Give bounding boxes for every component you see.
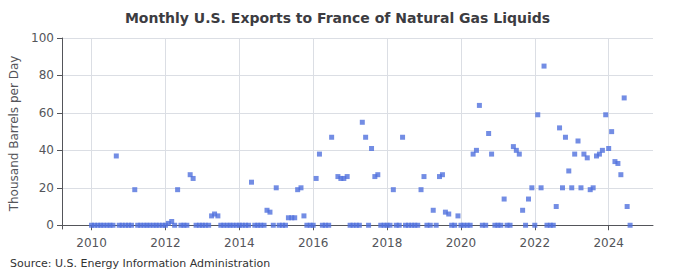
svg-text:2014: 2014: [224, 236, 255, 250]
svg-text:2016: 2016: [298, 236, 329, 250]
svg-text:Source: U.S. Energy Informatio: Source: U.S. Energy Information Administ…: [10, 257, 270, 270]
svg-text:0: 0: [46, 218, 54, 232]
svg-text:60: 60: [39, 106, 54, 120]
svg-text:80: 80: [39, 68, 54, 82]
svg-text:20: 20: [39, 181, 54, 195]
svg-text:2022: 2022: [520, 236, 551, 250]
svg-text:Monthly U.S. Exports to France: Monthly U.S. Exports to France of Natura…: [125, 10, 550, 26]
svg-text:100: 100: [31, 31, 54, 45]
svg-text:2020: 2020: [446, 236, 477, 250]
svg-text:2012: 2012: [150, 236, 181, 250]
svg-text:40: 40: [39, 143, 54, 157]
svg-text:2024: 2024: [593, 236, 624, 250]
svg-text:Thousand Barrels per Day: Thousand Barrels per Day: [7, 56, 21, 213]
svg-text:2018: 2018: [372, 236, 403, 250]
svg-text:2010: 2010: [76, 236, 107, 250]
